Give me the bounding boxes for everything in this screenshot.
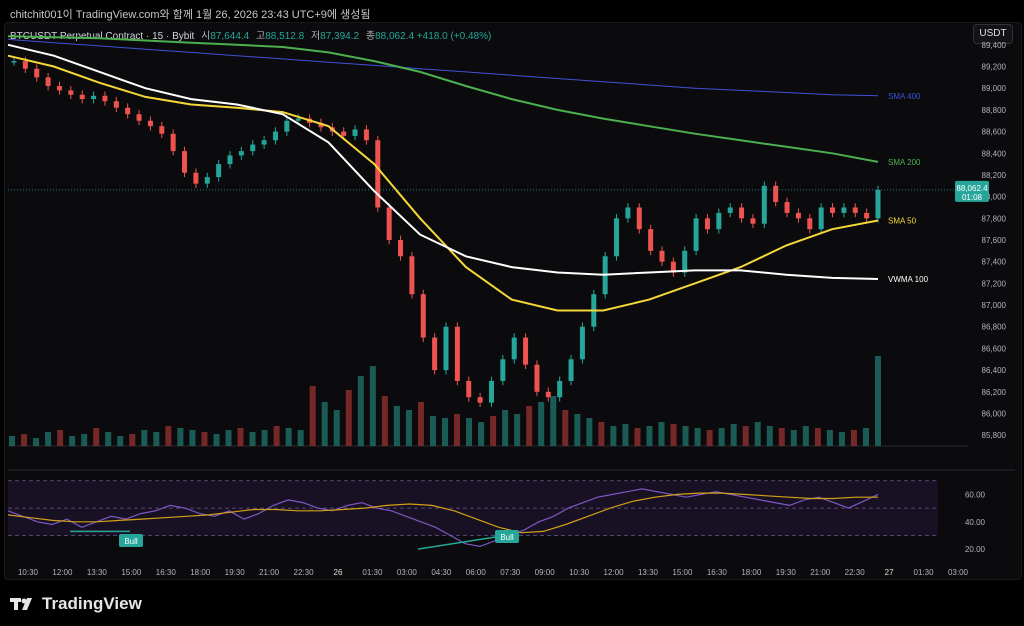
legend-close: 88,062.4 [375,31,415,42]
legend-open: 87,644.4 [210,31,250,42]
symbol-legend: BTCUSDT Perpetual Contract · 15 · Bybit … [10,27,491,42]
legend-change: +418.0 (+0.48%) [416,31,492,42]
page-header: chitchit001이 TradingView.com와 함께 1월 26, … [10,9,371,21]
legend-close-label: 종 [365,31,376,42]
tradingview-logo: TradingView [10,594,142,614]
chart-frame[interactable] [4,22,1022,580]
legend-open-label: 시 [201,31,211,42]
brand-name: TradingView [42,594,142,613]
tradingview-icon [10,598,32,610]
legend-low-label: 저 [310,31,321,42]
legend-high: 88,512.8 [265,31,305,42]
legend-low: 87,394.2 [320,31,360,42]
currency-button[interactable]: USDT [973,24,1013,44]
legend-symbol[interactable]: BTCUSDT Perpetual Contract · 15 · Bybit [10,31,195,42]
legend-high-label: 고 [256,31,266,42]
